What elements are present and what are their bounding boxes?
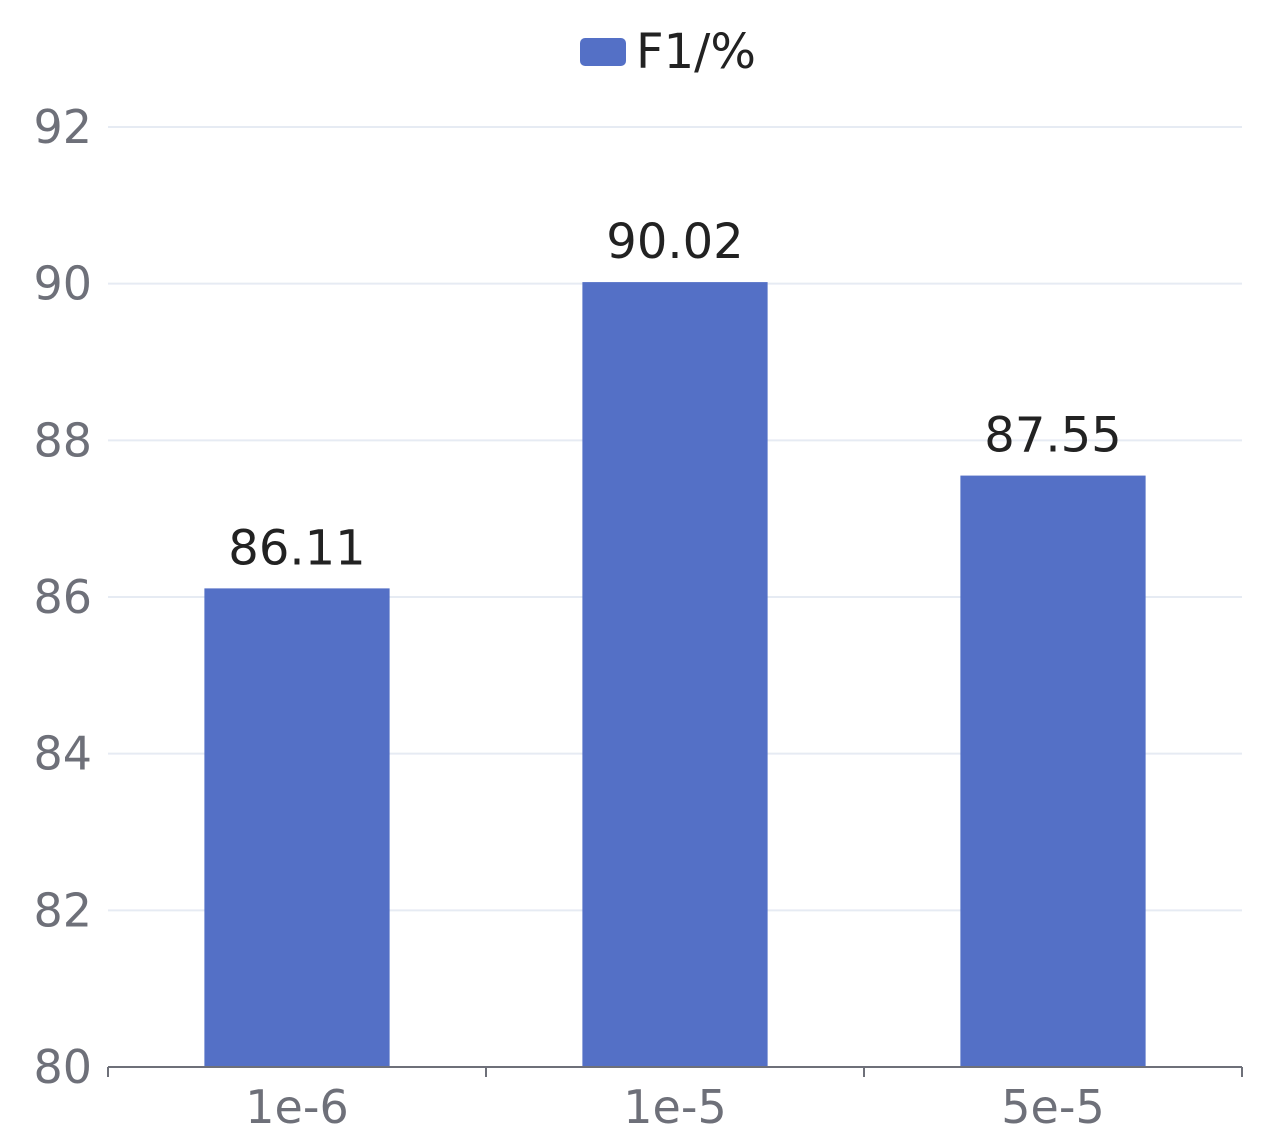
legend-swatch-f1 — [580, 38, 626, 66]
bar-1e-5 — [582, 282, 768, 1068]
y-tick-label: 86 — [33, 570, 92, 624]
data-label-1e-6: 86.11 — [228, 520, 365, 576]
y-axis: 80 82 84 86 88 90 92 — [33, 100, 92, 1094]
bar-5e-5 — [960, 475, 1146, 1067]
legend-label-f1: F1/% — [636, 24, 756, 80]
bars — [204, 282, 1146, 1068]
x-tick-label-1e-6: 1e-6 — [245, 1080, 348, 1134]
bar-1e-6 — [204, 588, 390, 1067]
legend: F1/% — [580, 24, 756, 80]
y-tick-label: 80 — [33, 1040, 92, 1094]
y-tick-label: 84 — [33, 727, 92, 781]
y-tick-label: 88 — [33, 413, 92, 467]
x-axis: 1e-6 1e-5 5e-5 — [107, 1066, 1243, 1134]
data-label-1e-5: 90.02 — [606, 214, 743, 270]
data-label-5e-5: 87.55 — [984, 408, 1121, 464]
x-tick-label-1e-5: 1e-5 — [623, 1080, 726, 1134]
y-tick-label: 82 — [33, 883, 92, 937]
y-tick-label: 90 — [33, 257, 92, 311]
x-tick-label-5e-5: 5e-5 — [1001, 1080, 1104, 1134]
y-tick-label: 92 — [33, 100, 92, 154]
data-labels: 86.11 90.02 87.55 — [228, 214, 1121, 576]
